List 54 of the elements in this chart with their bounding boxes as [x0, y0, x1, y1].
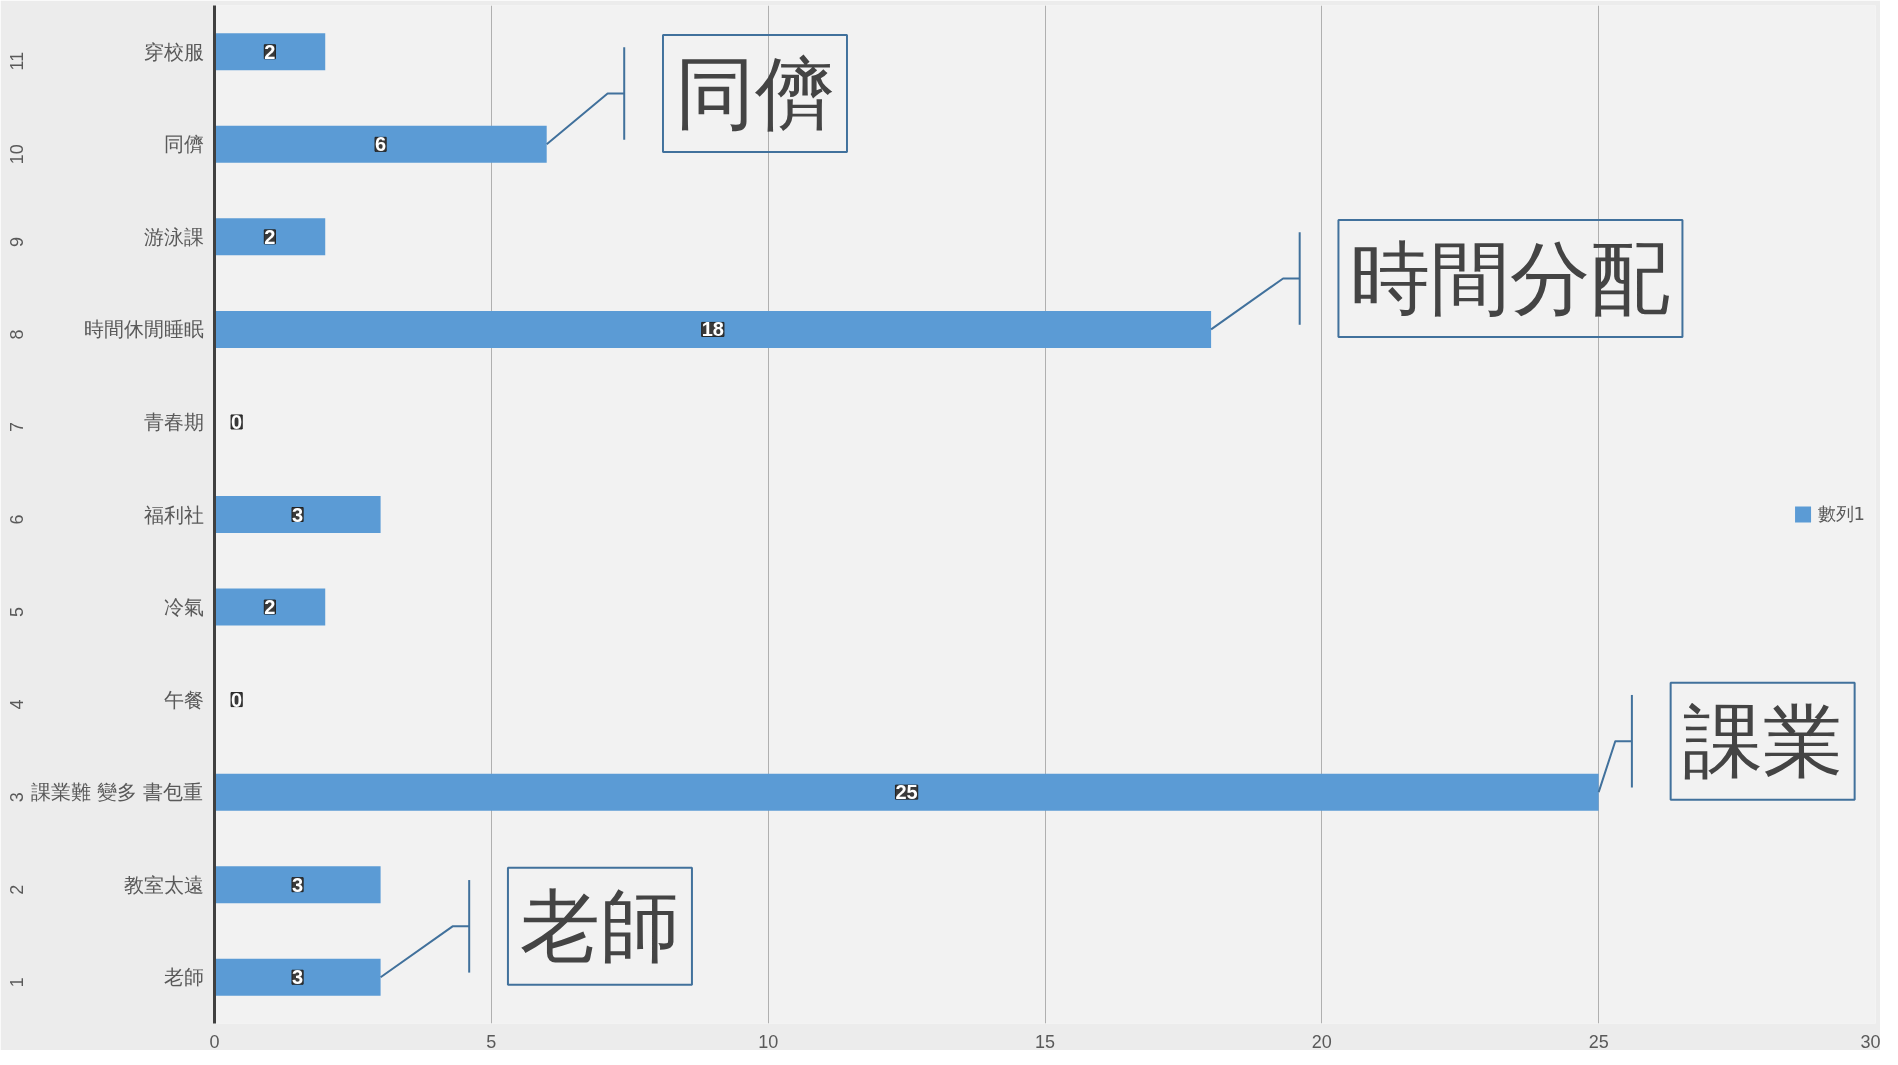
y-tick-label: 青春期	[143, 409, 204, 434]
text: 7	[7, 421, 27, 432]
y-tick-label: 冷氣	[163, 595, 204, 620]
text: 10	[7, 144, 27, 165]
y-tick-label: 同儕	[163, 132, 204, 157]
x-tick-label: 0	[209, 1031, 220, 1052]
text: 11	[7, 51, 27, 71]
y-tick-label: 老師	[163, 965, 204, 990]
annotation: 時間分配	[1350, 232, 1671, 326]
bar	[214, 495, 381, 534]
bar	[214, 773, 1599, 811]
y-tick-label: 午餐	[163, 687, 204, 712]
text: 2	[7, 884, 27, 895]
y-tick-label: 游泳課	[143, 224, 204, 249]
x-tick-label: 10	[758, 1031, 779, 1052]
data-label: 0	[231, 688, 243, 711]
data-label: 3	[291, 503, 304, 526]
bar	[214, 310, 1212, 348]
data-label: 2	[264, 40, 276, 63]
text: 3	[7, 792, 27, 803]
bar	[214, 218, 326, 256]
data-label: 25	[895, 781, 918, 804]
x-tick-label: 30	[1860, 1031, 1881, 1052]
data-label: 3	[291, 966, 304, 989]
annotation: 同儕	[674, 46, 835, 140]
bar	[214, 866, 381, 904]
annotation: 課業	[1682, 694, 1843, 788]
text: 9	[7, 236, 27, 247]
data-label: 2	[264, 596, 276, 619]
y-tick-label: 時間休閒睡眠	[83, 317, 204, 342]
x-tick-label: 20	[1311, 1031, 1332, 1052]
data-label: 6	[375, 133, 387, 156]
data-label: 18	[701, 318, 724, 341]
bar	[214, 125, 547, 163]
text: 4	[7, 699, 27, 710]
legend-label: 數列1	[1817, 502, 1865, 526]
y-tick-label: 課業難 變多 書包重	[30, 780, 204, 805]
y-tick-label: 福利社	[143, 502, 204, 527]
y-tick-label: 穿校服	[143, 39, 204, 64]
data-label: 2	[264, 225, 276, 248]
x-tick-label: 5	[486, 1031, 497, 1052]
bar	[214, 588, 326, 626]
bar	[214, 33, 326, 71]
y-tick-label: 教室太遠	[123, 872, 204, 897]
annotation: 老師	[519, 879, 680, 973]
text: 8	[7, 329, 27, 340]
x-tick-label: 25	[1588, 1031, 1609, 1052]
text: 1	[7, 977, 27, 988]
data-label: 0	[231, 410, 243, 433]
bar	[214, 958, 381, 996]
x-tick-label: 15	[1034, 1031, 1056, 1052]
text: 6	[7, 514, 27, 525]
text: 5	[7, 607, 27, 618]
data-label: 3	[291, 873, 304, 896]
